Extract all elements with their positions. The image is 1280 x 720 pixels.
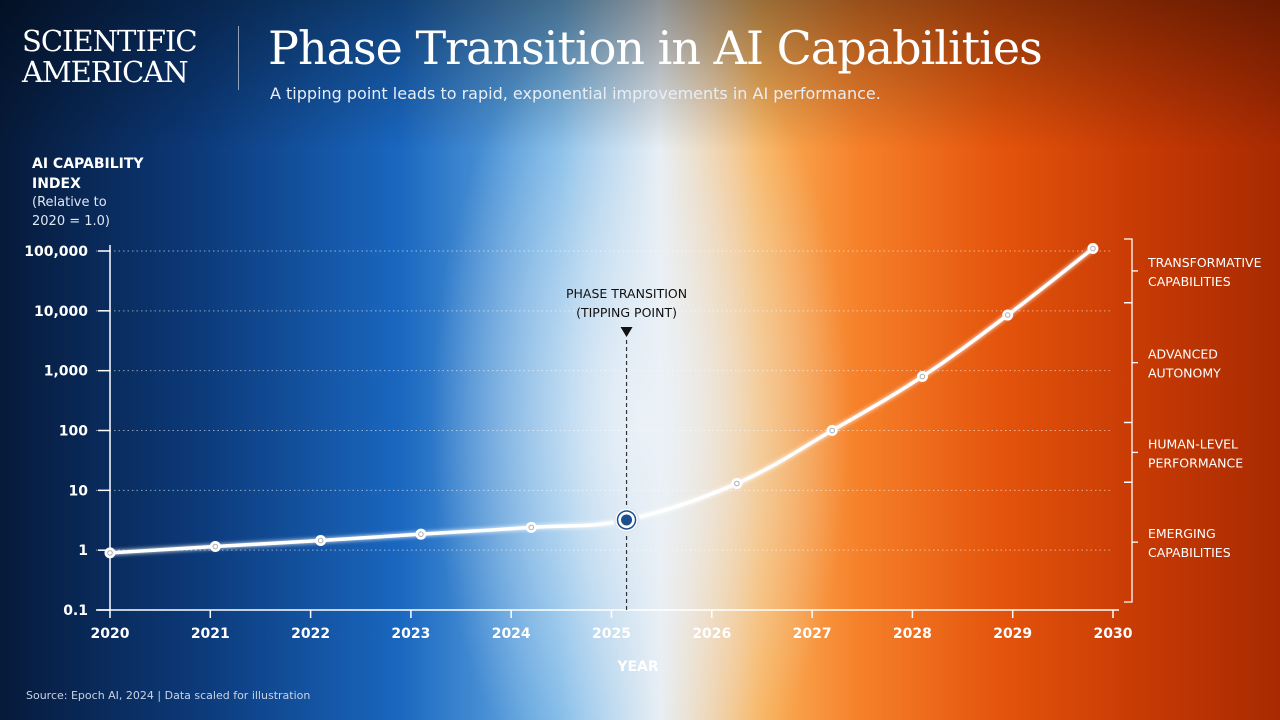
data-point-marker	[916, 370, 928, 382]
data-point-center	[734, 480, 740, 487]
data-point-center	[1004, 312, 1011, 318]
data-point-marker	[1002, 309, 1014, 321]
x-tick-label: 2026	[692, 626, 731, 642]
y-tick-label: 0.1	[63, 603, 88, 619]
region-bracket	[1124, 302, 1133, 424]
source-note: Source: Epoch AI, 2024 | Data scaled for…	[26, 689, 311, 702]
x-tick-label: 2022	[291, 626, 330, 642]
region-bracket	[1124, 481, 1133, 603]
region-label-line1: HUMAN-LEVEL	[1148, 436, 1238, 451]
x-tick-label: 2021	[191, 626, 230, 642]
y-tick-label: 100,000	[24, 244, 88, 260]
data-point-marker	[525, 521, 537, 533]
x-axis-label: YEAR	[616, 659, 659, 675]
x-tick-label: 2020	[91, 626, 130, 642]
chart-title: Phase Transition in AI Capabilities	[268, 21, 1043, 75]
publisher-logo: SCIENTIFIC AMERICAN	[22, 24, 198, 89]
region-label-line2: CAPABILITIES	[1148, 274, 1231, 289]
region-label-line2: PERFORMANCE	[1148, 455, 1243, 470]
data-point-marker	[731, 478, 743, 490]
tipping-point-ring	[616, 510, 637, 530]
tipping-point-arrow-icon	[620, 327, 633, 337]
annotation-label-line2: (TIPPING POINT)	[576, 305, 677, 320]
data-point-center	[107, 550, 113, 556]
data-point-marker	[209, 541, 221, 553]
header-shade	[0, 0, 1280, 150]
region-bracket	[1124, 238, 1133, 304]
x-tick-label: 2027	[793, 626, 832, 642]
data-point-marker	[826, 425, 838, 436]
y-axis-note: (Relative to 2020 = 1.0)	[32, 195, 110, 229]
data-point-center	[1090, 245, 1096, 252]
logo-divider	[238, 26, 239, 90]
data-point-marker	[104, 547, 116, 559]
y-tick-label: 10	[69, 483, 89, 499]
data-point-marker	[415, 528, 427, 540]
region-label-line2: CAPABILITIES	[1148, 545, 1231, 560]
y-tick-label: 1	[78, 543, 88, 559]
data-point-marker	[1087, 243, 1099, 255]
y-tick-label: 10,000	[34, 304, 88, 320]
data-point-center	[317, 537, 324, 544]
region-label-line1: TRANSFORMATIVE	[1147, 255, 1262, 270]
data-point-center	[829, 427, 835, 434]
region-bracket	[1124, 421, 1133, 483]
data-point-center	[919, 373, 926, 380]
data-point-center	[528, 524, 535, 531]
x-tick-label: 2023	[391, 626, 430, 642]
y-axis-label: AI CAPABILITY INDEX	[32, 156, 144, 192]
y-tick-label: 1,000	[44, 364, 89, 380]
x-tick-label: 2029	[993, 626, 1032, 642]
region-label-line2: AUTONOMY	[1148, 366, 1221, 381]
data-point-marker	[315, 535, 327, 547]
region-label-line1: ADVANCED	[1148, 347, 1218, 362]
y-tick-label: 100	[59, 424, 88, 440]
data-point-center	[212, 543, 219, 550]
annotation-label-line1: PHASE TRANSITION	[566, 286, 687, 301]
x-tick-label: 2028	[893, 626, 932, 642]
chart-subtitle: A tipping point leads to rapid, exponent…	[270, 84, 881, 103]
data-point-center	[418, 531, 424, 537]
x-tick-label: 2024	[492, 626, 531, 642]
tipping-point-dot	[621, 514, 633, 526]
region-label-line1: EMERGING	[1148, 526, 1216, 541]
x-tick-label: 2025	[592, 626, 631, 642]
x-tick-label: 2030	[1094, 626, 1133, 642]
